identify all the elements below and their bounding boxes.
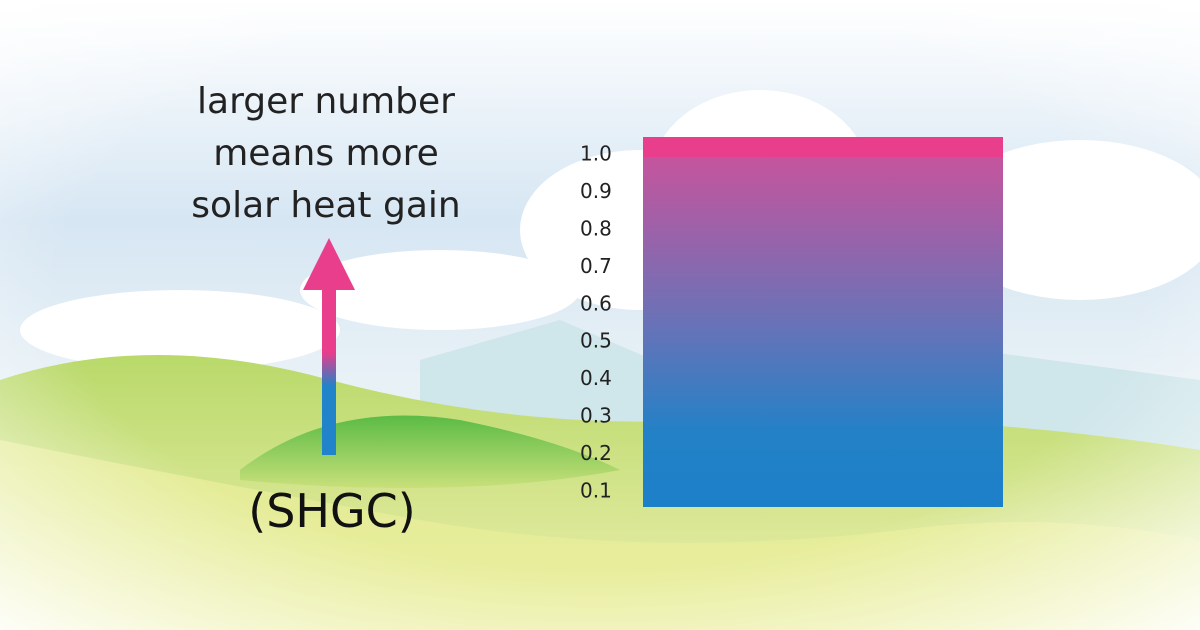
scale-label: 0.6 xyxy=(580,291,612,315)
caption-line: larger number xyxy=(197,81,455,122)
scale-label: 0.7 xyxy=(580,254,612,278)
scale-labels: 1.0 0.9 0.8 0.7 0.6 0.5 0.4 0.3 0.2 0.1 xyxy=(580,142,612,503)
arrow xyxy=(303,238,355,455)
scale-label: 0.9 xyxy=(580,179,612,203)
caption-line: means more xyxy=(213,133,439,174)
arrow-label: (SHGC) xyxy=(248,484,415,538)
scale-label: 0.1 xyxy=(580,479,612,503)
scale-label: 0.2 xyxy=(580,441,612,465)
scale-label: 0.4 xyxy=(580,366,612,390)
caption-line: solar heat gain xyxy=(191,185,460,226)
scale-label: 0.5 xyxy=(580,329,612,353)
scale-label: 1.0 xyxy=(580,142,612,166)
scale-label: 0.3 xyxy=(580,404,612,428)
scale-label: 0.8 xyxy=(580,216,612,240)
scale-bar xyxy=(643,137,1003,507)
